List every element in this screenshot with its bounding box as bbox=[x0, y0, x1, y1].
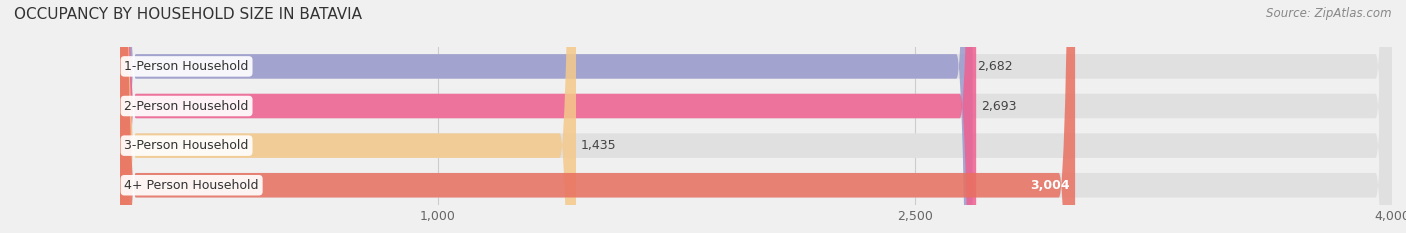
FancyBboxPatch shape bbox=[120, 0, 973, 233]
FancyBboxPatch shape bbox=[120, 0, 1076, 233]
Text: 3-Person Household: 3-Person Household bbox=[124, 139, 249, 152]
FancyBboxPatch shape bbox=[120, 0, 1392, 233]
Text: 1-Person Household: 1-Person Household bbox=[124, 60, 249, 73]
Text: 1,435: 1,435 bbox=[581, 139, 616, 152]
FancyBboxPatch shape bbox=[120, 0, 1392, 233]
Text: OCCUPANCY BY HOUSEHOLD SIZE IN BATAVIA: OCCUPANCY BY HOUSEHOLD SIZE IN BATAVIA bbox=[14, 7, 363, 22]
FancyBboxPatch shape bbox=[120, 0, 1392, 233]
Text: 4+ Person Household: 4+ Person Household bbox=[124, 179, 259, 192]
Text: 2,693: 2,693 bbox=[981, 99, 1017, 113]
Text: Source: ZipAtlas.com: Source: ZipAtlas.com bbox=[1267, 7, 1392, 20]
FancyBboxPatch shape bbox=[120, 0, 1392, 233]
FancyBboxPatch shape bbox=[120, 0, 576, 233]
Text: 2-Person Household: 2-Person Household bbox=[124, 99, 249, 113]
FancyBboxPatch shape bbox=[120, 0, 976, 233]
Text: 2,682: 2,682 bbox=[977, 60, 1014, 73]
Text: 3,004: 3,004 bbox=[1031, 179, 1070, 192]
